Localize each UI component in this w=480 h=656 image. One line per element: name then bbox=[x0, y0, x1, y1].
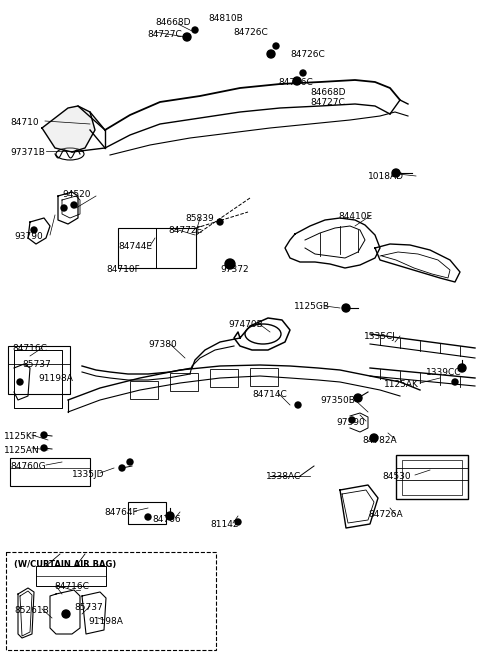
Text: 85737: 85737 bbox=[22, 360, 51, 369]
Bar bbox=[36, 566, 106, 586]
Text: 84726C: 84726C bbox=[278, 78, 313, 87]
Text: 97390: 97390 bbox=[336, 418, 365, 427]
Text: 84760G: 84760G bbox=[10, 462, 46, 471]
Polygon shape bbox=[42, 106, 95, 152]
Text: (W/CURTAIN AIR BAG): (W/CURTAIN AIR BAG) bbox=[14, 560, 116, 569]
Circle shape bbox=[300, 70, 306, 76]
Circle shape bbox=[17, 379, 23, 385]
Text: 85737: 85737 bbox=[74, 603, 103, 612]
Bar bbox=[170, 373, 198, 391]
Circle shape bbox=[342, 304, 350, 312]
Text: 91198A: 91198A bbox=[88, 617, 123, 626]
Text: 84727C: 84727C bbox=[310, 98, 345, 107]
Text: 1125AK: 1125AK bbox=[384, 380, 419, 389]
Text: 94520: 94520 bbox=[62, 190, 91, 199]
Circle shape bbox=[41, 432, 47, 438]
Text: 84782A: 84782A bbox=[362, 436, 396, 445]
Bar bbox=[402, 460, 462, 495]
Circle shape bbox=[61, 205, 67, 211]
Circle shape bbox=[31, 227, 37, 233]
Text: 84714C: 84714C bbox=[252, 390, 287, 399]
Circle shape bbox=[452, 379, 458, 385]
Circle shape bbox=[217, 219, 223, 225]
Text: 1335JD: 1335JD bbox=[72, 470, 105, 479]
Circle shape bbox=[273, 43, 279, 49]
Bar bbox=[10, 458, 90, 486]
Circle shape bbox=[349, 417, 355, 423]
Text: 84727C: 84727C bbox=[147, 30, 182, 39]
Circle shape bbox=[267, 50, 275, 58]
Circle shape bbox=[62, 610, 70, 618]
Text: 91198A: 91198A bbox=[38, 374, 73, 383]
Circle shape bbox=[166, 512, 174, 520]
Text: 84772E: 84772E bbox=[168, 226, 202, 235]
Text: 84710: 84710 bbox=[10, 118, 38, 127]
Bar bbox=[6, 552, 216, 650]
Text: 84530: 84530 bbox=[382, 472, 410, 481]
Bar bbox=[250, 368, 278, 386]
Text: 84726C: 84726C bbox=[290, 50, 325, 59]
Text: 84726A: 84726A bbox=[368, 510, 403, 519]
Bar bbox=[210, 369, 238, 387]
Text: 84716C: 84716C bbox=[54, 582, 89, 591]
Text: 97380: 97380 bbox=[148, 340, 177, 349]
Text: 1018AD: 1018AD bbox=[368, 172, 404, 181]
Text: 84710F: 84710F bbox=[106, 265, 140, 274]
Text: 84766: 84766 bbox=[152, 515, 180, 524]
Circle shape bbox=[127, 459, 133, 465]
Text: 85261B: 85261B bbox=[14, 606, 49, 615]
Circle shape bbox=[71, 202, 77, 208]
Text: 1125AN: 1125AN bbox=[4, 446, 40, 455]
Circle shape bbox=[235, 519, 241, 525]
Text: 85839: 85839 bbox=[185, 214, 214, 223]
Bar bbox=[128, 502, 166, 524]
Circle shape bbox=[192, 27, 198, 33]
Circle shape bbox=[183, 33, 191, 41]
Bar bbox=[396, 455, 468, 499]
Text: 84726C: 84726C bbox=[233, 28, 268, 37]
Text: 84410E: 84410E bbox=[338, 212, 372, 221]
Circle shape bbox=[295, 402, 301, 408]
Bar bbox=[8, 346, 70, 394]
Text: 84668D: 84668D bbox=[155, 18, 191, 27]
Text: 1125GB: 1125GB bbox=[294, 302, 330, 311]
Text: 84810B: 84810B bbox=[208, 14, 243, 23]
Text: 1338AC: 1338AC bbox=[266, 472, 301, 481]
Circle shape bbox=[293, 77, 301, 85]
Circle shape bbox=[41, 445, 47, 451]
Text: 97371B: 97371B bbox=[10, 148, 45, 157]
Text: 1339CC: 1339CC bbox=[426, 368, 461, 377]
Text: 81142: 81142 bbox=[210, 520, 239, 529]
Text: 84716C: 84716C bbox=[12, 344, 47, 353]
Text: 1125KF: 1125KF bbox=[4, 432, 38, 441]
Bar bbox=[118, 228, 196, 268]
Circle shape bbox=[119, 465, 125, 471]
Text: 93790: 93790 bbox=[14, 232, 43, 241]
Text: 97350B: 97350B bbox=[320, 396, 355, 405]
Text: 97470B: 97470B bbox=[228, 320, 263, 329]
Circle shape bbox=[145, 514, 151, 520]
Text: 1335CJ: 1335CJ bbox=[364, 332, 396, 341]
Bar bbox=[130, 381, 158, 399]
Circle shape bbox=[370, 434, 378, 442]
Circle shape bbox=[225, 259, 235, 269]
Text: 84668D: 84668D bbox=[310, 88, 346, 97]
Circle shape bbox=[392, 169, 400, 177]
Text: 97372: 97372 bbox=[220, 265, 249, 274]
Text: 84764F: 84764F bbox=[104, 508, 138, 517]
Text: 84744E: 84744E bbox=[118, 242, 152, 251]
Circle shape bbox=[354, 394, 362, 402]
Circle shape bbox=[458, 364, 466, 372]
